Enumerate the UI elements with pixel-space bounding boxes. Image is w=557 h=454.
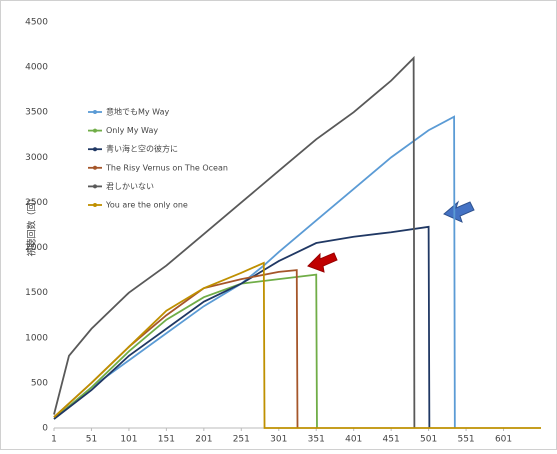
series-line	[53, 225, 431, 429]
y-tick-label: 2000	[25, 243, 48, 253]
legend-dot	[93, 184, 97, 189]
y-tick-label: 3000	[25, 153, 48, 163]
x-tick-label: 601	[495, 435, 512, 445]
x-tick-label: 51	[86, 435, 97, 445]
legend-dot	[93, 128, 97, 133]
legend-label: 青い海と空の彼方に	[106, 144, 178, 154]
x-tick-label: 1	[51, 435, 57, 445]
x-tick-label: 301	[270, 435, 287, 445]
y-axis-label: 視聴回数（回）	[26, 193, 38, 256]
series-line	[53, 115, 456, 429]
legend-label: Only My Way	[106, 126, 158, 135]
x-tick-label: 351	[308, 435, 325, 445]
legend: 意地でもMy Way Only My Way 青い海と空の彼方に The Risy V…	[88, 107, 228, 210]
x-tick-label: 401	[345, 435, 362, 445]
x-tick-label: 201	[195, 435, 212, 445]
y-tick-label: 1500	[25, 288, 48, 298]
series-line	[53, 261, 541, 429]
red-arrow	[307, 252, 338, 273]
series-line	[53, 55, 416, 429]
legend-dot	[93, 147, 97, 152]
legend-label: You are the only one	[105, 201, 188, 210]
y-tick-label: 4000	[25, 63, 48, 73]
y-tick-label: 0	[42, 424, 48, 434]
legend-dot	[93, 165, 97, 170]
y-tick-label: 500	[31, 378, 48, 388]
y-tick-label: 4500	[25, 18, 48, 28]
y-tick-label: 1000	[25, 333, 48, 343]
legend-dot	[93, 110, 97, 114]
legend-dot	[93, 203, 97, 207]
x-tick-label: 551	[457, 435, 474, 445]
legend-label: The Risy Vernus on The Ocean	[105, 163, 228, 172]
x-tick-label: 101	[120, 435, 137, 445]
x-tick-label: 501	[420, 435, 437, 445]
x-tick-label: 151	[158, 435, 175, 445]
x-tick-label: 251	[233, 435, 250, 445]
y-tick-label: 2500	[25, 198, 48, 208]
x-tick-label: 451	[383, 435, 400, 445]
y-tick-label: 3500	[25, 108, 48, 118]
legend-label: 君しかいない	[106, 182, 154, 191]
blue-arrow	[443, 200, 475, 223]
series-line	[53, 273, 318, 429]
legend-label: 意地でもMy Way	[106, 107, 169, 117]
